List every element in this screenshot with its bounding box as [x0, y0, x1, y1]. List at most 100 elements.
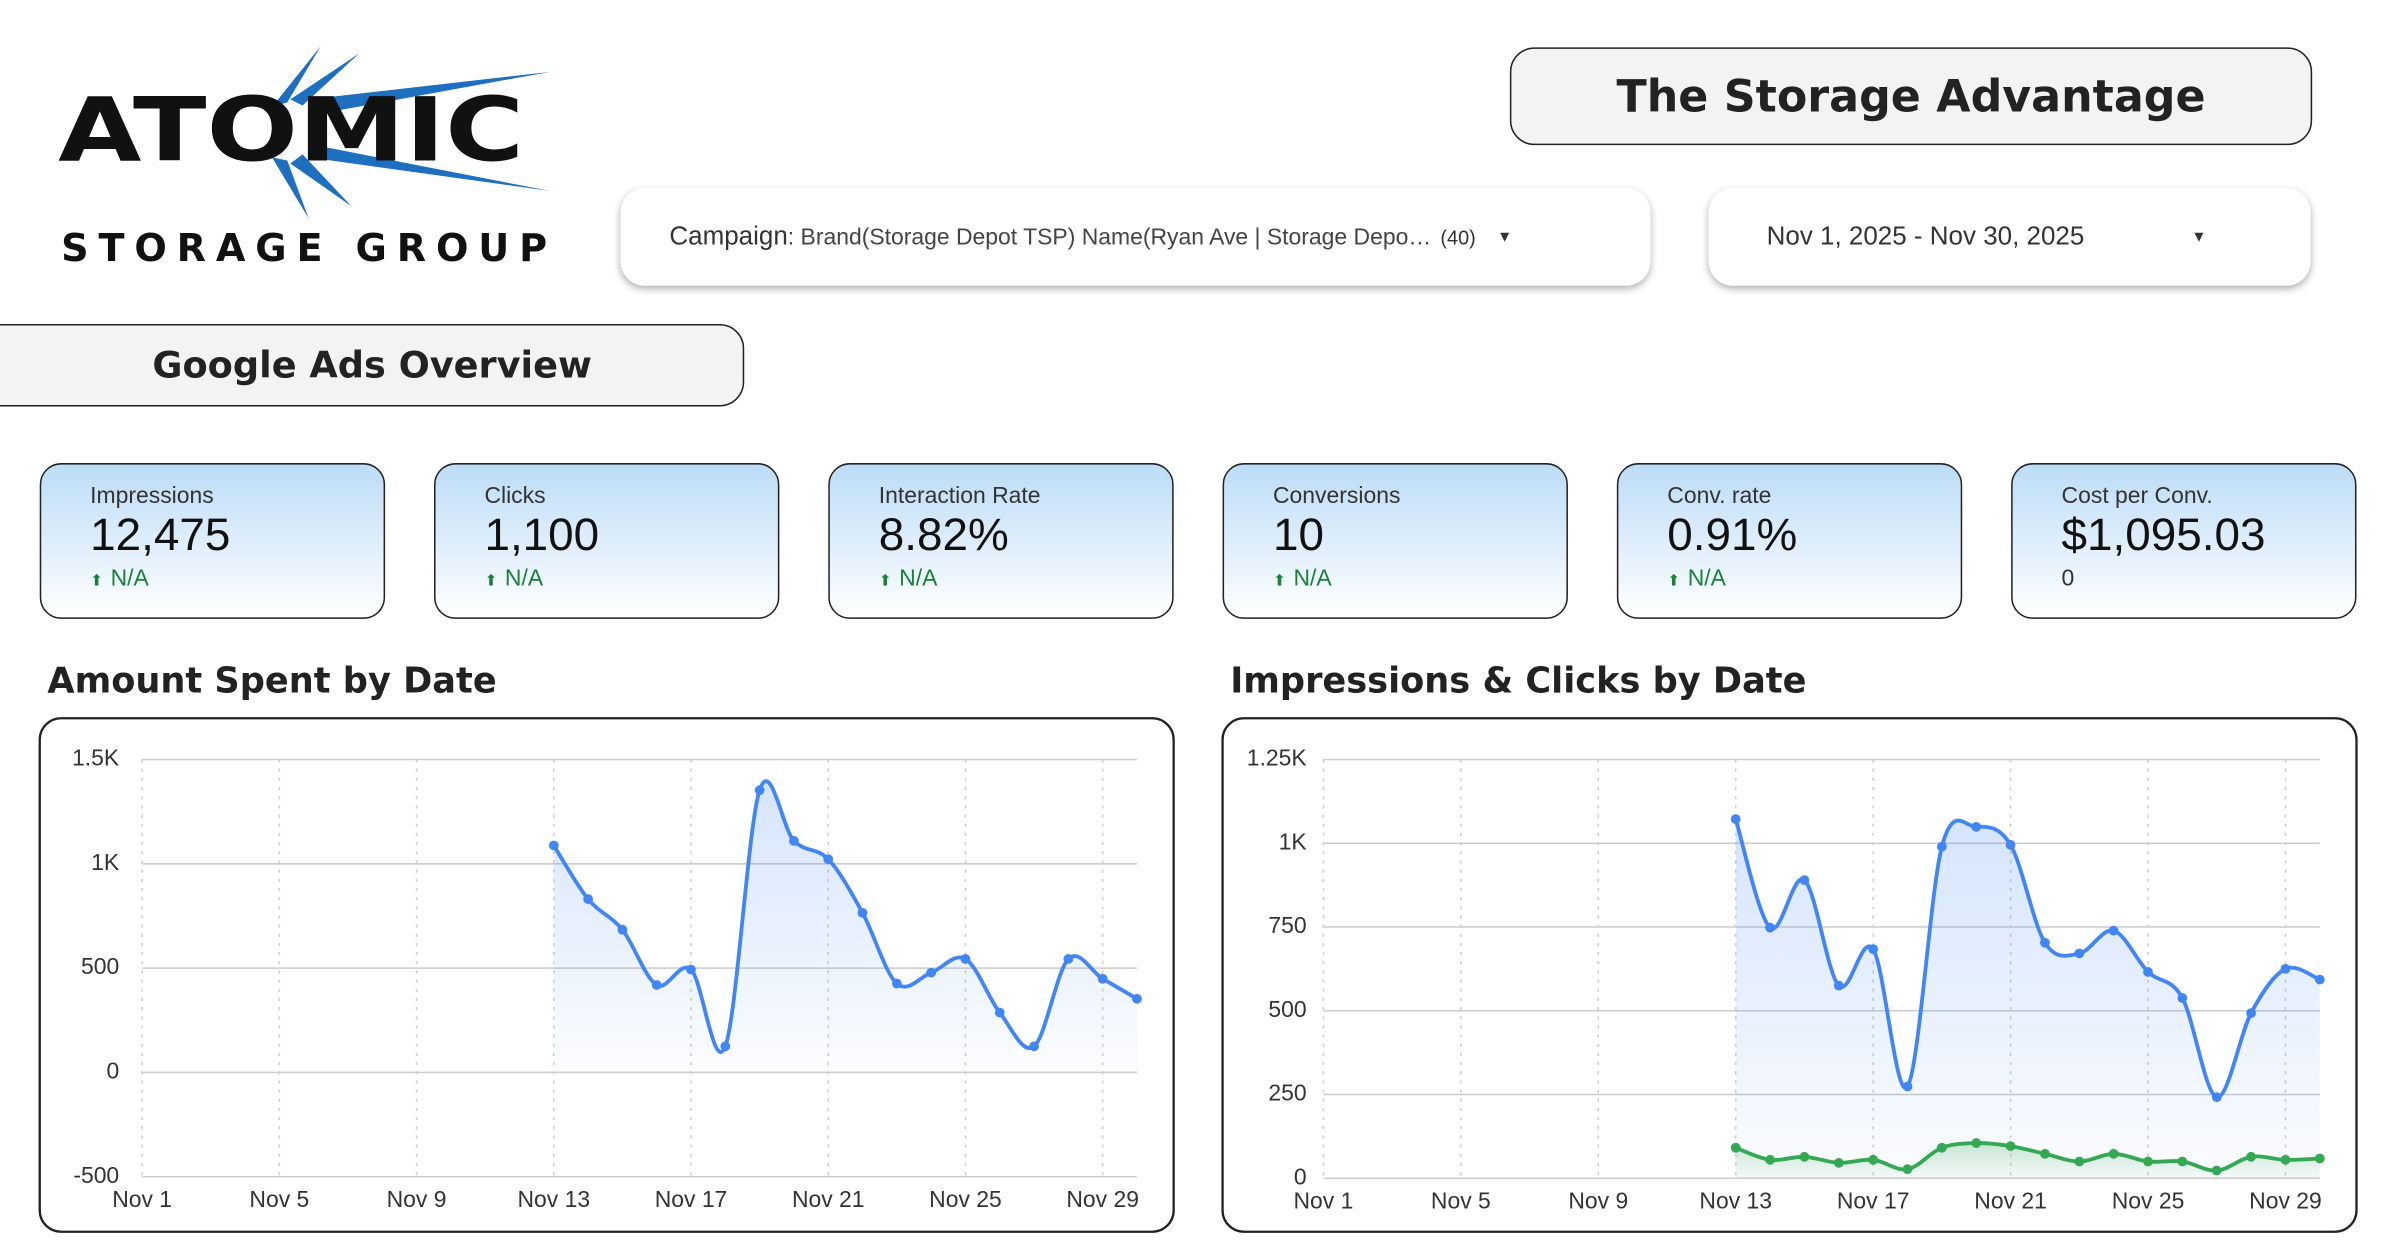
- point: [754, 785, 765, 796]
- kpi-label: Impressions: [90, 482, 214, 509]
- dropdown-arrow: ▼: [1497, 228, 1513, 246]
- delta-text: N/A: [1687, 565, 1726, 592]
- point: [1730, 1142, 1741, 1153]
- y-tick-label: 1.5K: [72, 745, 120, 771]
- y-tick-label: 0: [1294, 1163, 1307, 1189]
- kpi-card: Cost per Conv. $1,095.03 0: [2011, 463, 2357, 619]
- point: [583, 894, 593, 904]
- point: [1971, 1138, 1982, 1148]
- area: [1735, 1143, 2320, 1179]
- up-arrow: ⬆: [878, 573, 892, 590]
- point: [1936, 1142, 1947, 1153]
- point: [1765, 922, 1775, 933]
- kpi-value: 10: [1272, 510, 1324, 561]
- kpi-delta: ⬆ N/A: [1667, 565, 1726, 591]
- point: [789, 835, 799, 846]
- point: [2108, 1148, 2119, 1159]
- up-arrow: ⬆: [1272, 573, 1286, 590]
- kpi-card: Conversions 10 ⬆ N/A: [1222, 463, 1568, 619]
- point: [2246, 1008, 2256, 1018]
- filter-count: (40): [1440, 225, 1476, 249]
- up-arrow: ⬆: [90, 573, 103, 590]
- point: [891, 978, 902, 989]
- point: [2211, 1092, 2222, 1103]
- chart-title: Amount Spent by Date: [47, 661, 497, 702]
- point: [2074, 1156, 2085, 1167]
- date-range: Nov 1, 2025 - Nov 30, 2025: [1766, 221, 2085, 251]
- point: [2074, 948, 2085, 959]
- y-tick-label: 500: [1268, 996, 1306, 1022]
- point: [720, 1041, 731, 1052]
- point: [2108, 925, 2119, 936]
- kpi-delta: ⬆ N/A: [879, 565, 938, 591]
- point: [823, 854, 834, 865]
- x-tick-label: Nov 5: [1431, 1188, 1491, 1214]
- kpi-value: 0.91%: [1667, 510, 1798, 561]
- point: [1063, 954, 1074, 964]
- point: [2177, 1156, 2188, 1167]
- campaign-filter[interactable]: Campaign: Brand(Storage Depot TSP) Name(…: [620, 187, 1651, 286]
- kpi-value: 12,475: [90, 510, 231, 561]
- x-tick-label: Nov 13: [1699, 1188, 1772, 1214]
- point: [1868, 944, 1879, 955]
- report-title: The Storage Advantage: [1509, 47, 2313, 146]
- x-tick-label: Nov 29: [1066, 1186, 1139, 1212]
- logo-bottom: STORAGE GROUP: [61, 227, 547, 271]
- x-tick-label: Nov 17: [1837, 1188, 1910, 1214]
- point: [926, 967, 937, 978]
- kpi-label: Cost per Conv.: [2061, 482, 2213, 509]
- point: [686, 964, 696, 975]
- date-filter[interactable]: Nov 1, 2025 - Nov 30, 2025 ▼: [1708, 187, 2311, 286]
- point: [2040, 1148, 2050, 1159]
- kpi-card: Clicks 1,100 ⬆ N/A: [434, 463, 780, 619]
- y-tick-label: 500: [81, 953, 119, 979]
- delta-text: N/A: [110, 565, 149, 592]
- x-tick-label: Nov 13: [518, 1186, 591, 1212]
- delta-text: N/A: [1293, 565, 1332, 592]
- x-tick-label: Nov 21: [792, 1186, 865, 1212]
- point: [1730, 814, 1741, 825]
- delta-text: N/A: [504, 565, 544, 592]
- point: [617, 924, 628, 935]
- point: [1902, 1164, 1913, 1175]
- x-tick-label: Nov 29: [2249, 1188, 2322, 1214]
- point: [2246, 1151, 2256, 1162]
- y-tick-label: 1K: [1279, 828, 1308, 854]
- kpi-value: 1,100: [484, 510, 600, 561]
- point: [1799, 1151, 1810, 1162]
- kpi-delta: 0: [2061, 565, 2075, 592]
- kpi-value: $1,095.03: [2061, 510, 2266, 561]
- y-tick-label: 1K: [91, 849, 120, 875]
- chart-title: Impressions & Clicks by Date: [1230, 661, 1807, 702]
- kpi-delta: ⬆ N/A: [484, 565, 543, 591]
- point: [1765, 1154, 1775, 1165]
- point: [857, 907, 868, 918]
- point: [2211, 1165, 2222, 1176]
- point: [960, 954, 971, 964]
- delta-text: N/A: [899, 565, 938, 592]
- section-title: Google Ads Overview: [0, 323, 745, 407]
- point: [1799, 875, 1810, 886]
- point: [1833, 980, 1844, 991]
- kpi-delta: ⬆ N/A: [1273, 565, 1332, 591]
- point: [2280, 963, 2291, 974]
- area: [1735, 819, 2320, 1179]
- x-tick-label: Nov 9: [387, 1186, 447, 1212]
- up-arrow: ⬆: [1667, 573, 1681, 590]
- point: [1833, 1157, 1844, 1168]
- point: [1868, 1154, 1879, 1165]
- point: [2280, 1154, 2291, 1165]
- point: [2177, 993, 2188, 1003]
- kpi-label: Conv. rate: [1667, 482, 1772, 509]
- kpi-value: 8.82%: [878, 510, 1009, 561]
- up-arrow: ⬆: [484, 573, 498, 590]
- point: [994, 1007, 1005, 1018]
- x-tick-label: Nov 21: [1974, 1188, 2047, 1214]
- x-tick-label: Nov 1: [1294, 1188, 1354, 1214]
- kpi-card: Interaction Rate 8.82% ⬆ N/A: [828, 463, 1174, 619]
- point: [1902, 1081, 1913, 1092]
- x-tick-label: Nov 9: [1568, 1188, 1628, 1214]
- point: [1936, 841, 1947, 852]
- y-tick-label: 1.25K: [1247, 745, 1308, 771]
